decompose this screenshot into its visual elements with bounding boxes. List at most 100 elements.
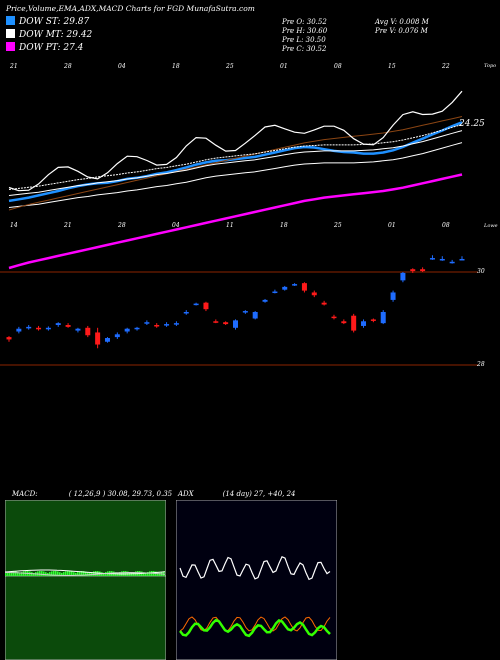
candle-body-15: [154, 325, 160, 327]
ohlc-avg-volume: Avg V: 0.008 M: [375, 18, 429, 26]
swatch-dow-st: [6, 16, 15, 25]
macd-histogram-bar: [59, 572, 61, 576]
date-label: 28: [64, 63, 72, 70]
adx-line: [179, 556, 331, 581]
macd-histogram-bar: [149, 571, 151, 576]
macd-histogram-bar: [5, 573, 7, 576]
macd-histogram-bar: [61, 572, 63, 576]
macd-histogram-bar: [21, 572, 23, 576]
swatch-dow-pt: [6, 42, 15, 51]
macd-histogram-bar: [81, 571, 83, 576]
ohlc-low: Pre L: 30.50: [282, 36, 326, 44]
candle-body-45: [449, 261, 455, 264]
ema-lines: [8, 90, 463, 270]
price-label-30: 30: [477, 268, 485, 275]
macd-histogram-bar: [67, 571, 69, 576]
candle-body-21: [213, 321, 219, 323]
candle-body-32: [321, 302, 327, 305]
candle-body-18: [183, 311, 189, 314]
candle-body-9: [95, 332, 101, 345]
macd-histogram-bar: [65, 571, 67, 576]
macd-histogram-bar: [63, 572, 65, 576]
candle-body-30: [301, 283, 307, 291]
legend-dow-pt: DOW PT: 27.4: [6, 42, 83, 53]
macd-histogram-bar: [17, 572, 19, 576]
candle-body-19: [193, 303, 199, 306]
candle-body-42: [420, 269, 426, 272]
macd-histogram-bar: [49, 572, 51, 576]
candle-body-1: [16, 328, 22, 332]
macd-histogram-bar: [95, 571, 97, 576]
candle-body-7: [75, 328, 81, 331]
macd-histogram-bar: [131, 572, 133, 576]
macd-histogram-bar: [57, 571, 59, 576]
candle-body-26: [262, 299, 268, 302]
swatch-dow-mt: [6, 29, 15, 38]
ema-line-mt-dashed: [8, 124, 463, 190]
macd-histogram-bar: [147, 571, 149, 576]
macd-histogram-bar: [103, 572, 105, 576]
candle-body-5: [55, 323, 61, 326]
axis-label-lowe: Lowe: [484, 223, 498, 229]
ema-line-mt-upper: [8, 130, 463, 196]
macd-line: [5, 569, 166, 575]
date-label: 28: [118, 222, 126, 229]
candle-body-34: [341, 321, 347, 324]
candle-body-37: [370, 319, 376, 321]
candle-body-8: [85, 327, 91, 336]
ohlc-high: Pre H: 30.60: [282, 27, 328, 35]
candle-body-28: [282, 286, 288, 290]
price-close-line: [8, 90, 463, 192]
axis-label-topo: Topo: [484, 63, 497, 69]
candle-body-14: [144, 322, 150, 324]
candle-body-10: [104, 338, 110, 342]
adx-panel: [176, 500, 337, 660]
candle-body-31: [311, 292, 317, 296]
candle-body-33: [331, 316, 337, 319]
macd-histogram-bar: [143, 572, 145, 576]
price-label-28: 28: [477, 361, 485, 368]
candle-body-0: [6, 337, 12, 340]
macd-histogram-bar: [75, 572, 77, 576]
macd-histogram-bar: [51, 571, 53, 576]
date-label: 08: [334, 63, 342, 70]
date-label: 21: [64, 222, 72, 229]
candle-body-3: [36, 327, 42, 330]
ema-line-long: [8, 116, 463, 211]
ema-value-label: 24.25: [459, 119, 485, 129]
candle-body-38: [380, 311, 386, 324]
candle-body-2: [26, 326, 32, 329]
date-label: 18: [172, 63, 180, 70]
candle-body-36: [361, 321, 367, 326]
date-label: 01: [388, 222, 396, 229]
macd-histogram-bar: [73, 572, 75, 576]
candle-body-13: [134, 327, 140, 330]
macd-histogram-bar: [79, 571, 81, 576]
macd-histogram-bar: [69, 571, 71, 576]
candle-body-4: [45, 327, 51, 330]
candles: [6, 255, 465, 349]
date-label: 25: [226, 63, 234, 70]
ohlc-close: Pre C: 30.52: [282, 45, 327, 53]
date-label: 22: [442, 63, 450, 70]
legend-dow-mt: DOW MT: 29.42: [6, 29, 92, 40]
macd-histogram-bar: [159, 572, 161, 576]
candle-body-29: [292, 284, 298, 286]
macd-histogram-bar: [9, 571, 11, 576]
macd-histogram-bar: [45, 572, 47, 576]
ohlc-open: Pre O: 30.52: [282, 18, 327, 26]
adx-plus-di-line: [179, 618, 331, 638]
candle-body-35: [351, 315, 357, 331]
macd-histogram-bar: [85, 571, 87, 576]
candle-body-23: [233, 320, 238, 328]
candle-body-6: [65, 325, 71, 327]
macd-histogram-bar: [7, 572, 9, 576]
macd-background: [5, 500, 166, 660]
macd-histogram-bar: [93, 571, 95, 576]
candle-body-43: [429, 258, 435, 260]
legend-dow-st: DOW ST: 29.87: [6, 16, 89, 27]
macd-histogram-bar: [71, 571, 73, 576]
candle-body-25: [252, 311, 258, 319]
macd-histogram-bar: [11, 571, 13, 576]
macd-histogram-bar: [15, 571, 17, 576]
